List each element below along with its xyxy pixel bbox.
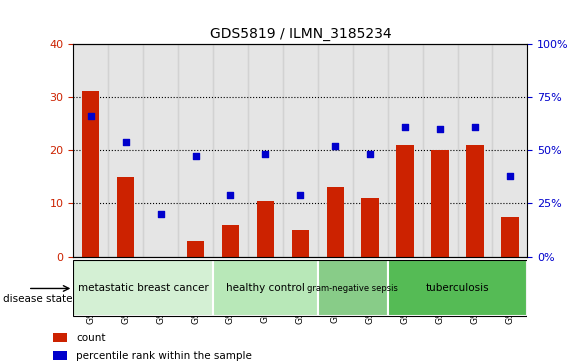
Text: disease state: disease state — [3, 294, 73, 305]
Bar — [143, 44, 178, 257]
Point — [366, 151, 375, 157]
Point — [261, 151, 270, 157]
Bar — [178, 44, 213, 257]
Bar — [501, 217, 519, 257]
Point — [191, 154, 200, 159]
Bar — [187, 241, 205, 257]
Bar — [423, 44, 458, 257]
Point — [505, 173, 515, 179]
Bar — [222, 225, 239, 257]
Text: metastatic breast cancer: metastatic breast cancer — [78, 284, 209, 293]
Bar — [73, 260, 527, 317]
Bar — [396, 145, 414, 257]
Bar — [318, 260, 388, 317]
Bar — [73, 260, 213, 317]
Bar — [492, 44, 527, 257]
Bar — [388, 260, 527, 317]
Point — [121, 139, 130, 144]
Bar — [82, 91, 100, 257]
Bar — [117, 177, 134, 257]
Point — [295, 192, 305, 198]
Bar — [362, 198, 379, 257]
Point — [400, 124, 410, 130]
Text: healthy control: healthy control — [226, 284, 305, 293]
Bar — [326, 187, 344, 257]
Bar — [213, 44, 248, 257]
Title: GDS5819 / ILMN_3185234: GDS5819 / ILMN_3185234 — [210, 27, 391, 41]
Bar — [213, 260, 318, 317]
Bar — [458, 44, 492, 257]
Bar — [283, 44, 318, 257]
Text: percentile rank within the sample: percentile rank within the sample — [76, 351, 252, 361]
Bar — [73, 44, 108, 257]
Bar — [466, 145, 483, 257]
Point — [226, 192, 235, 198]
Text: count: count — [76, 333, 105, 343]
Point — [156, 211, 165, 217]
Bar — [292, 230, 309, 257]
Point — [331, 143, 340, 149]
Bar — [108, 44, 143, 257]
Bar — [431, 150, 449, 257]
Bar — [353, 44, 388, 257]
Bar — [248, 44, 283, 257]
Bar — [257, 201, 274, 257]
Point — [86, 113, 96, 119]
Point — [471, 124, 480, 130]
Point — [435, 126, 445, 132]
Text: gram-negative sepsis: gram-negative sepsis — [307, 284, 398, 293]
Bar — [318, 44, 353, 257]
Bar — [388, 44, 423, 257]
Text: tuberculosis: tuberculosis — [425, 284, 489, 293]
